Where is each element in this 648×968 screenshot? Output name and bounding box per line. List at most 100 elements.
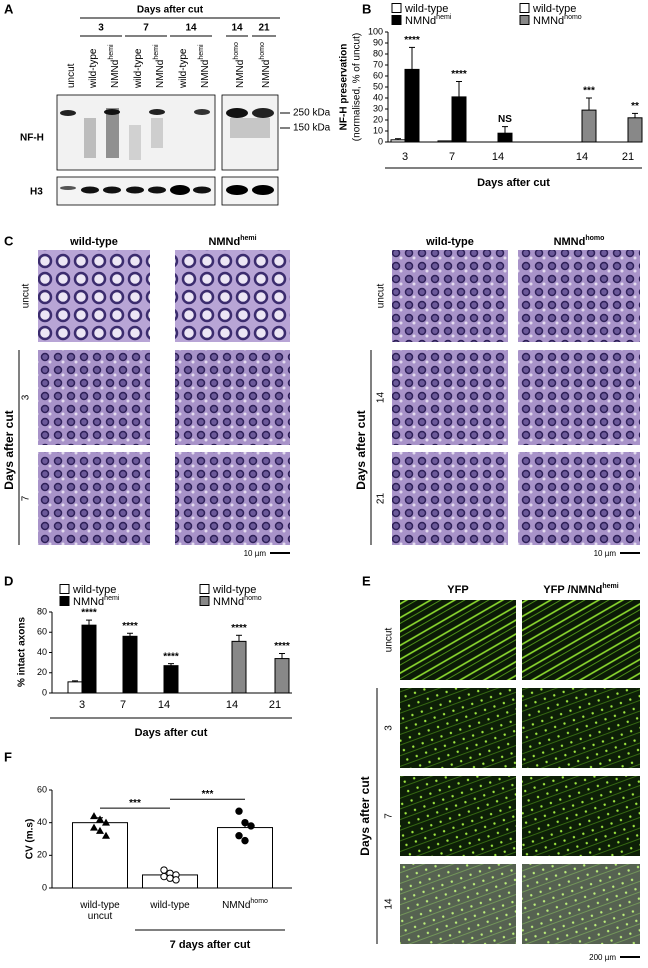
column-heading-sup: hemi (240, 235, 256, 242)
column-heading-sup: homo (585, 235, 604, 242)
blot-title: Days after cut (137, 5, 204, 16)
column-heading-main: wild-type (69, 236, 118, 248)
x-tick-label: wild-type (149, 900, 190, 911)
legend-swatch (59, 584, 70, 594)
marker-label: 250 kDa (293, 108, 331, 119)
bar (274, 658, 290, 694)
row-label: 7 (384, 813, 395, 819)
lane-label: wild-type (178, 48, 189, 89)
x-tick-label: NMNdhomo (222, 898, 268, 911)
panel-label: E (362, 573, 371, 588)
data-point (102, 818, 110, 826)
micrograph (175, 350, 290, 445)
legend-swatch (519, 3, 530, 13)
legend-label: NMNdhomo (533, 14, 582, 27)
column-heading: NMNdhemi (208, 235, 256, 248)
panel-label: B (362, 1, 371, 16)
lane-label-sup: hemi (198, 44, 205, 60)
panel-label: F (4, 749, 12, 764)
fluorescence-image (400, 776, 516, 856)
significance: *** (202, 789, 214, 800)
x-tick-label: 7 (120, 699, 126, 711)
row-label: 21 (376, 493, 387, 505)
legend-label-sup: homo (244, 595, 262, 602)
bar (122, 635, 138, 694)
lane-label-main: uncut (66, 63, 77, 88)
y-tick-label: 20 (37, 667, 47, 677)
column-heading-main: YFP (447, 584, 468, 596)
blot-day: 3 (98, 23, 104, 34)
x-tick-label-main: NMNd (222, 900, 250, 911)
y-tick-label: 50 (373, 81, 383, 91)
x-tick-label: 7 (449, 151, 455, 163)
fluorescence-image (400, 600, 516, 680)
scale-label: 10 µm (244, 549, 267, 558)
column-heading: YFP (447, 584, 468, 596)
legend-label-main: NMNd (533, 15, 564, 27)
data-point (241, 818, 249, 827)
blot-day: 7 (143, 23, 149, 34)
y-axis-label: CV (m.s) (25, 819, 36, 860)
column-heading: wild-type (425, 236, 474, 248)
bar (163, 665, 179, 694)
legend-swatch (391, 3, 402, 13)
significance: **** (81, 608, 97, 619)
legend-label: NMNdhomo (213, 595, 262, 608)
micrograph (518, 350, 640, 445)
column-heading: YFP /NMNdhemi (543, 583, 618, 596)
y-tick-label: 0 (378, 136, 383, 146)
lane-label-sup: hemi (108, 44, 115, 60)
micrograph (392, 452, 508, 545)
x-tick-label: 3 (79, 699, 85, 711)
legend-label: wild-type (212, 584, 256, 596)
data-point (96, 815, 104, 823)
lane-label: NMNdhomo (233, 42, 246, 88)
micrograph (518, 250, 640, 342)
data-point (241, 836, 249, 845)
lane-label-main: NMNd (200, 60, 211, 88)
lane-label: wild-type (88, 48, 99, 89)
legend-swatch (391, 15, 402, 25)
bar (231, 640, 247, 694)
bar (67, 681, 83, 694)
lane-label-main: NMNd (235, 60, 246, 88)
legend-label-sup: homo (564, 14, 582, 21)
legend-label: wild-type (404, 3, 448, 15)
bar (497, 132, 513, 143)
row-label: 7 (21, 495, 32, 501)
x-tick-label: 14 (492, 151, 504, 163)
y-tick-label: 20 (37, 850, 47, 860)
data-point (90, 823, 98, 831)
legend-label-main: wild-type (532, 3, 576, 15)
fluorescence-image (522, 688, 640, 768)
axis-label: Days after cut (358, 776, 372, 855)
fluorescence-image (400, 688, 516, 768)
blot-day: 21 (258, 23, 270, 34)
bar (217, 827, 273, 889)
lane-label-sup: hemi (153, 44, 160, 60)
bar (81, 624, 97, 694)
y-tick-label: 90 (373, 37, 383, 47)
bar (390, 139, 406, 143)
micrograph (38, 250, 150, 342)
bar (627, 117, 643, 143)
significance: **** (451, 69, 467, 80)
significance: ** (631, 101, 639, 112)
x-tick-label: 3 (402, 151, 408, 163)
significance: **** (274, 641, 290, 652)
y-tick-label: 100 (368, 26, 383, 36)
data-point (235, 832, 243, 840)
micrograph (392, 350, 508, 445)
y-tick-label: 60 (37, 627, 47, 637)
y-tick-label: 40 (37, 817, 47, 827)
row-label: H3 (30, 187, 43, 198)
row-label: 3 (21, 394, 32, 400)
column-heading-main: NMNd (554, 236, 586, 248)
bar (451, 96, 467, 143)
panel-label: A (4, 1, 14, 16)
row-label: 14 (384, 898, 395, 910)
fluorescence-image (522, 864, 640, 944)
micrograph (518, 452, 640, 545)
panel-label: C (4, 233, 14, 248)
